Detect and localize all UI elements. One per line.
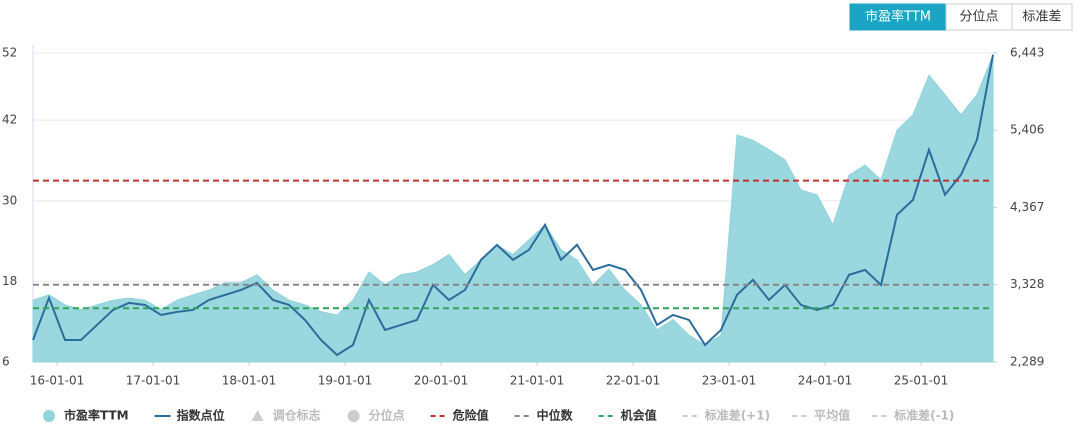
legend-label[interactable]: 分位点 — [369, 408, 405, 423]
y2-tick-label: 3,328 — [1010, 277, 1044, 291]
legend-label[interactable]: 平均值 — [814, 408, 850, 423]
legend-symbol[interactable] — [347, 410, 360, 422]
tab-label[interactable]: 市盈率TTM — [865, 9, 931, 25]
x-tick-label: 19-01-01 — [318, 374, 372, 388]
legend-symbol[interactable] — [43, 410, 55, 422]
y-tick-label: 52 — [2, 46, 17, 60]
legend-label[interactable]: 标准差(-1) — [893, 408, 954, 423]
x-tick-label: 20-01-01 — [414, 374, 468, 388]
x-tick-label: 23-01-01 — [702, 374, 756, 388]
x-tick-label: 25-01-01 — [894, 374, 948, 388]
legend-label[interactable]: 指数点位 — [177, 408, 225, 423]
y-tick-label: 42 — [2, 113, 17, 127]
tab-button[interactable] — [849, 3, 947, 31]
y-tick-label: 18 — [2, 274, 17, 288]
legend-symbol[interactable] — [251, 410, 264, 421]
y-tick-label: 6 — [2, 355, 10, 369]
y2-tick-label: 4,367 — [1010, 200, 1044, 214]
tab-button[interactable] — [945, 3, 1013, 31]
legend-label[interactable]: 机会值 — [621, 408, 657, 423]
y-tick-label: 30 — [2, 193, 17, 207]
legend-label[interactable]: 调仓标志 — [273, 408, 321, 423]
legend-label[interactable]: 危险值 — [452, 408, 489, 423]
tab-button[interactable] — [1011, 3, 1073, 31]
y2-tick-label: 5,406 — [1010, 123, 1044, 137]
x-tick-label: 17-01-01 — [126, 374, 180, 388]
x-tick-label: 22-01-01 — [606, 374, 660, 388]
tab-label[interactable]: 分位点 — [959, 10, 998, 25]
legend-label[interactable]: 中位数 — [537, 408, 574, 423]
x-tick-label: 16-01-01 — [30, 374, 84, 388]
index-line — [32, 54, 994, 357]
x-tick-label: 18-01-01 — [222, 374, 276, 388]
tab-label[interactable]: 标准差 — [1022, 10, 1061, 25]
legend-label[interactable]: 市盈率TTM — [64, 408, 129, 423]
legend-label[interactable]: 标准差(+1) — [704, 408, 770, 423]
y2-tick-label: 2,289 — [1010, 355, 1044, 369]
pe-area — [32, 54, 994, 363]
x-tick-label: 24-01-01 — [798, 374, 852, 388]
y2-tick-label: 6,443 — [1010, 46, 1044, 60]
x-tick-label: 21-01-01 — [510, 374, 564, 388]
